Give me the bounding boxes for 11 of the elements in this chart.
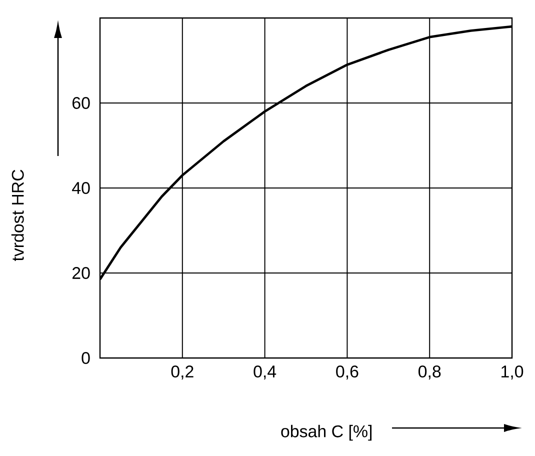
x-tick-label: 0,8 (418, 366, 441, 380)
x-tick-label: 0,6 (336, 366, 358, 380)
y-axis-title: tvrdost HRC (11, 170, 24, 262)
y-tick-label: 60 (72, 96, 90, 109)
y-tick-label: 0 (82, 352, 90, 364)
y-tick-label: 40 (72, 182, 90, 194)
x-tick-label: 0,2 (171, 366, 194, 380)
x-tick-label: 1,0 (502, 366, 524, 380)
y-tick-label: 20 (72, 266, 90, 279)
x-axis-title: obsah C [%] (281, 424, 372, 441)
x-tick-label: 0,4 (254, 366, 276, 380)
